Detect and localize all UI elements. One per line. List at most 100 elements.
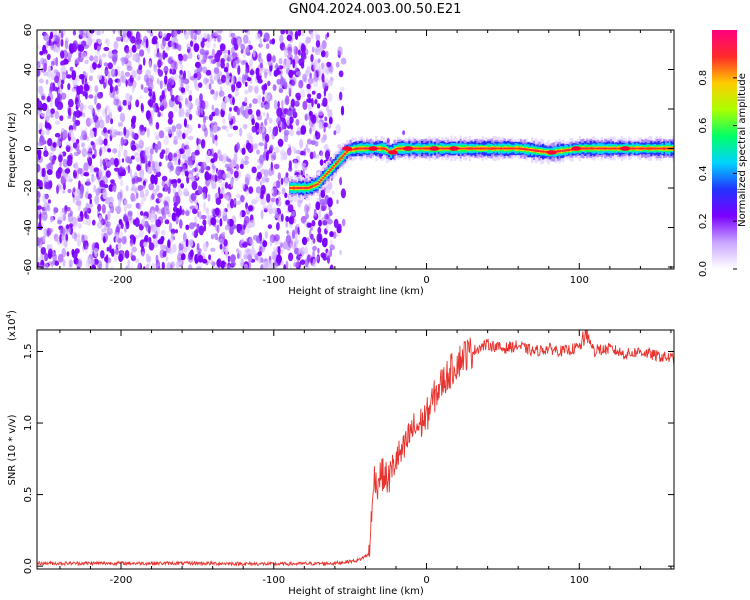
noise-blob — [292, 46, 296, 52]
noise-blob — [159, 151, 164, 160]
noise-blob — [215, 197, 222, 205]
noise-blob — [239, 210, 243, 219]
noise-blob — [149, 31, 154, 37]
noise-blob — [211, 30, 215, 40]
noise-blob — [200, 109, 205, 118]
noise-blob — [155, 204, 159, 212]
noise-blob — [79, 74, 85, 80]
noise-blob — [99, 56, 103, 66]
noise-blob — [226, 166, 231, 172]
ridge-cell — [470, 147, 473, 150]
noise-blob — [211, 163, 215, 170]
noise-blob — [276, 116, 282, 125]
noise-blob — [167, 40, 173, 48]
noise-blob — [101, 232, 104, 238]
noise-blob — [68, 107, 72, 117]
noise-blob — [104, 256, 108, 262]
noise-blob — [210, 217, 217, 226]
spectrogram-frame — [36, 29, 675, 270]
noise-blob — [127, 164, 131, 174]
noise-blob — [67, 98, 74, 108]
noise-blob — [208, 178, 213, 183]
noise-blob — [85, 49, 89, 60]
noise-blob — [291, 229, 296, 239]
noise-blob — [131, 144, 137, 151]
ridge-cell — [333, 165, 336, 167]
noise-blob — [131, 246, 137, 253]
noise-blob — [185, 100, 190, 108]
noise-blob — [190, 192, 197, 202]
noise-blob — [83, 134, 88, 141]
noise-blob — [217, 169, 223, 180]
noise-blob — [37, 44, 40, 50]
ridge-cell — [488, 147, 492, 150]
noise-blob — [203, 53, 207, 63]
noise-blob — [317, 58, 321, 64]
noise-blob — [224, 182, 229, 189]
noise-blob — [141, 219, 146, 226]
noise-blob — [267, 262, 274, 269]
noise-blob — [247, 108, 253, 115]
noise-blob — [295, 149, 302, 154]
snr-series-line — [37, 330, 674, 567]
ridge-cell — [505, 147, 508, 150]
noise-blob — [227, 202, 231, 209]
noise-blob — [302, 100, 308, 110]
noise-blob — [159, 31, 163, 36]
ridge-cell — [342, 154, 345, 157]
noise-blob — [48, 66, 52, 72]
ridge-cell — [540, 150, 543, 153]
noise-blob — [178, 148, 184, 155]
noise-blob — [241, 183, 245, 190]
noise-blob — [67, 188, 72, 194]
noise-blob — [336, 226, 342, 234]
ridge-cell — [322, 177, 325, 179]
snr-xlabel: Height of straight line (km) — [288, 586, 424, 597]
noise-blob — [140, 198, 144, 206]
noise-blob — [218, 90, 225, 97]
noise-blob — [306, 254, 313, 262]
noise-blob — [123, 126, 127, 136]
noise-blob — [98, 169, 103, 178]
noise-blob — [37, 205, 42, 210]
noise-blob — [287, 83, 293, 92]
noise-blob — [273, 163, 280, 170]
noise-blob — [87, 145, 93, 152]
noise-blob — [65, 41, 69, 49]
noise-blob — [56, 93, 63, 102]
noise-blob — [57, 219, 62, 225]
noise-blob — [105, 170, 111, 178]
noise-blob — [124, 226, 127, 233]
noise-blob — [37, 257, 41, 262]
noise-blob — [324, 81, 327, 87]
ridge-cell — [338, 158, 341, 161]
noise-blob — [43, 71, 49, 77]
noise-blob — [102, 145, 105, 155]
noise-blob — [103, 127, 107, 134]
noise-blob — [102, 175, 109, 185]
noise-blob — [37, 196, 40, 207]
noise-blob — [310, 31, 314, 40]
noise-blob — [295, 118, 300, 126]
ridge-cell — [637, 147, 640, 150]
noise-blob — [44, 193, 49, 200]
noise-blob — [244, 89, 249, 95]
colorbar-tick-label: 0.6 — [698, 118, 709, 134]
x-tick-label: -100 — [262, 275, 285, 286]
noise-blob — [230, 177, 233, 187]
ridge-cell — [399, 147, 402, 150]
noise-blob — [267, 61, 273, 66]
ridge-peak — [449, 146, 460, 151]
noise-blob — [46, 69, 52, 79]
noise-blob — [145, 189, 150, 197]
noise-blob — [292, 59, 296, 69]
noise-blob — [71, 87, 77, 92]
noise-blob — [211, 208, 216, 215]
y-tick-label: 60 — [23, 24, 34, 37]
noise-blob — [235, 193, 241, 199]
noise-blob — [77, 223, 82, 229]
noise-blob — [202, 186, 208, 195]
noise-blob — [71, 136, 76, 143]
